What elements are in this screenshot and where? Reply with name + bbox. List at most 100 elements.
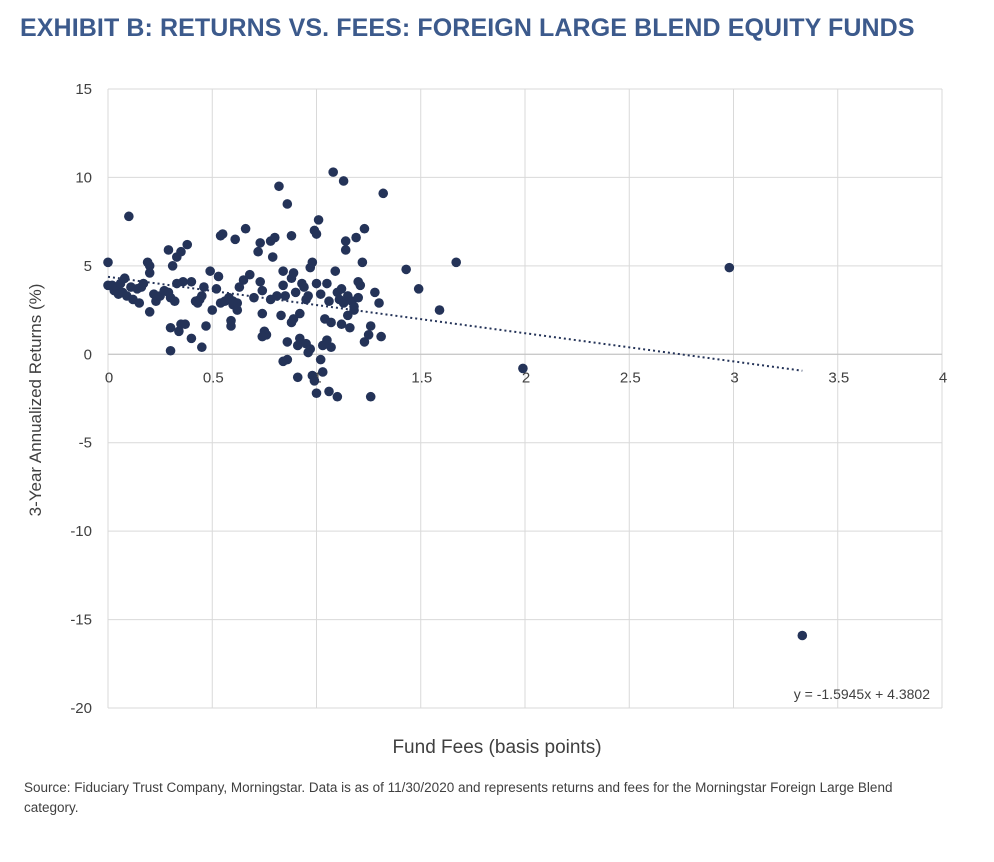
x-tick-label: 3: [730, 369, 738, 386]
data-point: [270, 232, 280, 243]
data-point: [290, 287, 301, 298]
data-point: [370, 287, 380, 298]
x-tick-label: 2: [522, 369, 530, 386]
data-point: [336, 319, 347, 330]
chart-title: EXHIBIT B: RETURNS VS. FEES: FOREIGN LAR…: [20, 14, 915, 42]
y-tick-label: -5: [79, 435, 92, 452]
data-point: [342, 310, 353, 321]
data-point: [286, 230, 297, 241]
data-point: [299, 282, 309, 292]
data-point: [322, 278, 332, 289]
data-point: [313, 215, 324, 225]
data-point: [351, 232, 361, 243]
data-point: [165, 322, 176, 333]
data-point: [357, 257, 368, 268]
data-point: [163, 245, 174, 255]
data-point: [213, 271, 224, 282]
data-point: [286, 317, 297, 328]
data-point: [169, 296, 180, 307]
data-point: [413, 284, 424, 294]
data-point: [359, 337, 370, 347]
data-point: [353, 292, 364, 303]
data-point: [311, 278, 322, 289]
data-point: [292, 372, 303, 383]
data-point: [374, 298, 384, 308]
data-point: [119, 273, 130, 284]
data-point: [167, 261, 178, 271]
data-point: [165, 345, 176, 356]
data-point: [257, 308, 268, 319]
data-point: [138, 278, 149, 289]
x-tick-label: 3.5: [828, 369, 849, 386]
y-axis-label: 3-Year Annualized Returns (%): [26, 283, 45, 517]
data-point: [197, 342, 207, 353]
data-point: [451, 257, 461, 268]
data-point: [144, 307, 155, 317]
y-tick-label: 5: [84, 258, 92, 275]
data-point: [255, 238, 266, 248]
grid-lines: [107, 88, 943, 709]
data-point: [345, 322, 355, 333]
trendline-equation: y = -1.5945x + 4.3802: [794, 686, 930, 702]
x-tick-label: 2.5: [620, 369, 641, 386]
data-point: [315, 354, 326, 365]
data-point: [257, 285, 268, 296]
data-point: [230, 234, 240, 245]
data-point: [326, 317, 336, 328]
data-point: [238, 275, 249, 285]
data-point: [217, 229, 228, 239]
data-point: [144, 261, 155, 271]
data-point: [311, 388, 322, 398]
data-point: [317, 367, 328, 377]
data-point: [240, 223, 251, 234]
data-point: [172, 278, 182, 289]
data-point: [365, 391, 376, 402]
data-point: [336, 284, 347, 294]
data-point: [103, 257, 113, 268]
y-tick-label: 10: [75, 169, 92, 186]
data-point: [355, 280, 366, 291]
data-point: [359, 223, 370, 234]
data-point: [232, 305, 243, 315]
trendline: [107, 275, 803, 372]
data-point: [280, 291, 291, 301]
data-point: [338, 298, 349, 308]
data-point: [295, 333, 305, 344]
x-tick-label: 0.5: [203, 369, 224, 386]
data-point: [205, 266, 215, 276]
data-point: [176, 246, 186, 257]
data-point: [282, 199, 293, 209]
data-point: [228, 296, 238, 307]
data-point: [282, 337, 293, 347]
data-point: [197, 291, 207, 301]
data-point: [326, 342, 336, 353]
data-point: [322, 335, 332, 345]
y-tick-label: 15: [75, 81, 92, 98]
data-point: [265, 294, 276, 305]
y-axis-ticks: 15 10 5 0 -5 -10 -15 -20: [70, 81, 92, 717]
data-point: [324, 386, 334, 397]
data-point: [340, 245, 351, 255]
data-point: [201, 321, 211, 331]
data-point: [124, 211, 134, 222]
data-point: [724, 262, 735, 273]
data-point: [234, 282, 245, 292]
data-point: [267, 252, 278, 262]
data-point: [349, 301, 359, 312]
data-point: [311, 229, 322, 239]
source-note: Source: Fiduciary Trust Company, Morning…: [24, 780, 893, 815]
data-point: [338, 176, 349, 186]
data-point: [226, 321, 236, 331]
y-tick-label: -10: [70, 523, 92, 540]
data-point: [401, 264, 411, 275]
data-point: [365, 321, 376, 331]
y-tick-label: -20: [70, 700, 92, 717]
data-point: [211, 284, 222, 294]
data-point: [249, 292, 259, 303]
data-point: [363, 330, 374, 340]
data-point: [255, 276, 266, 287]
data-point: [207, 305, 218, 315]
data-point: [253, 246, 263, 257]
data-point: [244, 269, 255, 280]
data-point: [274, 181, 284, 192]
